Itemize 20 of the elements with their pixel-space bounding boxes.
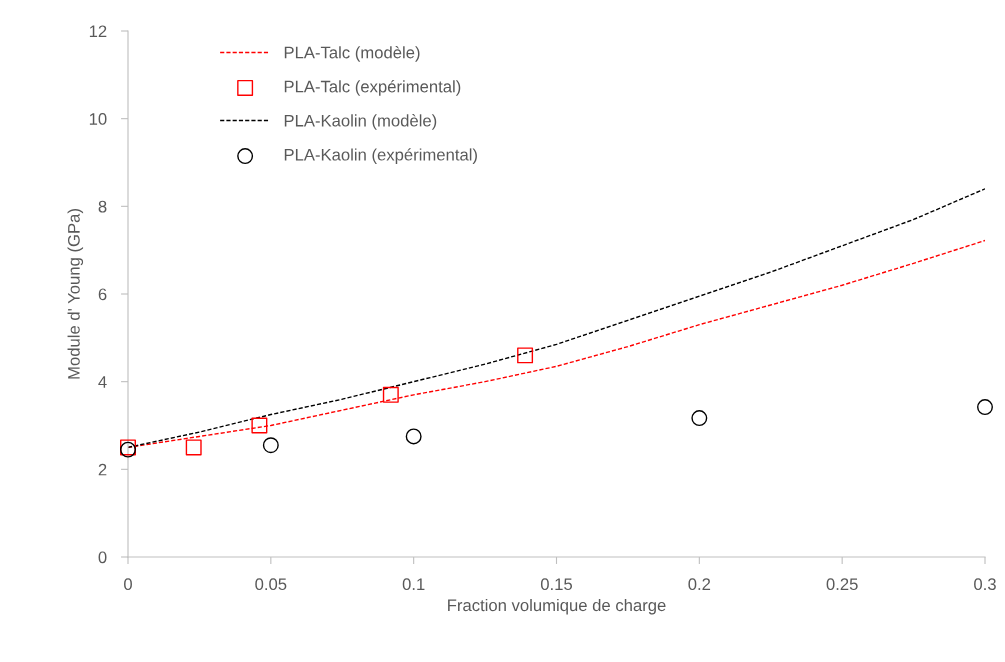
- x-tick-label: 0: [124, 578, 132, 591]
- y-tick-label: 6: [98, 288, 107, 301]
- legend-label: PLA-Talc (modèle): [284, 45, 420, 62]
- x-tick-label: 0.2: [688, 578, 711, 591]
- x-axis-title: Fraction volumique de charge: [448, 598, 666, 615]
- legend-label: PLA-Kaolin (modèle): [284, 114, 437, 130]
- x-tick-label: 0.15: [540, 578, 573, 591]
- x-tick-label: 0.05: [255, 578, 287, 591]
- y-tick-label: 4: [98, 376, 107, 388]
- x-tick-label: 0.3: [974, 578, 996, 591]
- legend-label: PLA-Kaolin (expérimental): [284, 148, 477, 164]
- y-tick-label: 2: [98, 463, 107, 476]
- x-tick-label: 0.25: [826, 578, 858, 591]
- legend-label: PLA-Talc (expérimental): [284, 80, 461, 96]
- y-tick-label: 12: [89, 25, 107, 38]
- y-tick-label: 10: [89, 113, 107, 125]
- y-tick-label: 0: [98, 551, 107, 564]
- y-axis-title: Module d' Young (GPa): [67, 209, 84, 379]
- x-tick-label: 0.1: [402, 578, 425, 591]
- y-tick-label: 8: [98, 200, 107, 213]
